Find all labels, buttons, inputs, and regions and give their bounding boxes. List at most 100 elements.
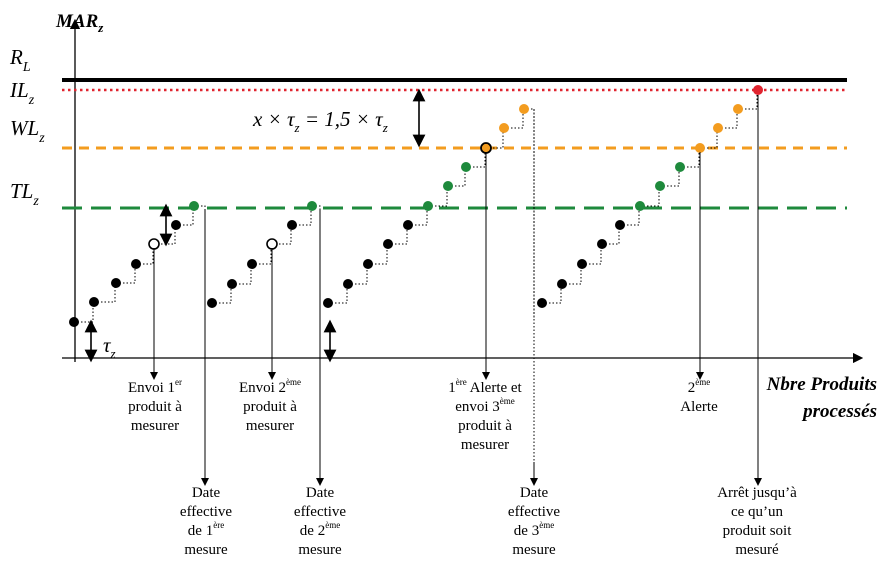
svg-text:2ème: 2ème xyxy=(688,377,711,396)
svg-text:produit à: produit à xyxy=(243,399,297,415)
wl-label: WLz xyxy=(10,116,45,146)
data-point xyxy=(323,298,333,308)
red-data-point xyxy=(753,85,763,95)
x-axis-title-line1: Nbre Produits xyxy=(766,374,877,395)
reset-connector xyxy=(194,205,206,321)
y-axis-title: MARz xyxy=(55,11,104,35)
stair-step-connector xyxy=(640,186,660,207)
orange-data-point xyxy=(713,123,723,133)
stair-step-connector xyxy=(582,244,602,265)
data-point xyxy=(383,239,393,249)
reset-connector xyxy=(524,108,535,320)
stair-step-connector xyxy=(272,225,292,245)
annotation-arret: Arrêt jusqu’à ce qu’un produit soit mesu… xyxy=(717,485,797,558)
stair-step-connector xyxy=(368,244,388,265)
stair-step-connector xyxy=(466,148,486,168)
stair-step-connector xyxy=(232,264,252,285)
green-data-point xyxy=(655,181,665,191)
stair-step-connector xyxy=(154,225,176,245)
stair-step-connector xyxy=(738,90,758,110)
green-data-point xyxy=(423,201,433,211)
data-point xyxy=(577,259,587,269)
stair-step-connector xyxy=(252,244,272,265)
svg-text:effective: effective xyxy=(508,504,561,520)
stair-step-connector xyxy=(212,284,232,304)
svg-text:Arrêt jusqu’à: Arrêt jusqu’à xyxy=(717,485,797,501)
svg-text:mesure: mesure xyxy=(298,542,342,558)
stair-step-connector xyxy=(74,302,94,323)
il-label: ILz xyxy=(9,78,35,108)
svg-text:mesure: mesure xyxy=(184,542,228,558)
svg-text:Date: Date xyxy=(306,485,335,501)
formula-label: x × τz = 1,5 × τz xyxy=(252,107,388,135)
data-point xyxy=(537,298,547,308)
green-data-point xyxy=(189,201,199,211)
orange-data-point xyxy=(695,143,705,153)
svg-text:1ère Alerte et: 1ère Alerte et xyxy=(448,377,522,396)
stair-step-connector xyxy=(428,186,448,207)
tl-label: TLz xyxy=(10,179,39,209)
svg-text:produit à: produit à xyxy=(128,399,182,415)
stair-step-connector xyxy=(292,206,312,226)
svg-text:mesuré: mesuré xyxy=(735,542,779,558)
stair-step-connector xyxy=(328,284,348,304)
stair-step-connector xyxy=(504,109,524,129)
data-point xyxy=(207,298,217,308)
data-point xyxy=(247,259,257,269)
data-point xyxy=(363,259,373,269)
data-point xyxy=(171,220,181,230)
green-data-point xyxy=(461,162,471,172)
data-point xyxy=(557,279,567,289)
svg-text:ce qu’un: ce qu’un xyxy=(731,504,784,520)
annotation-date-2: Date effective de 2ème mesure xyxy=(294,485,347,558)
stair-step-connector xyxy=(680,148,700,168)
data-point xyxy=(111,278,121,288)
rl-label: RL xyxy=(9,45,31,75)
stair-step-connector xyxy=(408,206,428,226)
green-data-point xyxy=(443,181,453,191)
stair-step-connector xyxy=(348,264,368,285)
green-data-point xyxy=(635,201,645,211)
svg-text:mesure: mesure xyxy=(512,542,556,558)
staircases xyxy=(69,85,763,327)
pointer-arrows xyxy=(150,95,762,486)
stair-step-connector xyxy=(718,109,738,129)
svg-text:Envoi 1er: Envoi 1er xyxy=(128,377,182,396)
stair-step-connector xyxy=(116,264,136,284)
data-point xyxy=(131,259,141,269)
stair-step-connector xyxy=(94,283,116,303)
stair-step-connector xyxy=(660,167,680,187)
orange-data-point xyxy=(733,104,743,114)
stair-step-connector xyxy=(620,206,640,226)
svg-text:envoi 3ème: envoi 3ème xyxy=(455,396,515,415)
annotation-alerte-1: 1ère Alerte et envoi 3ème produit à mesu… xyxy=(448,377,522,453)
svg-text:mesurer: mesurer xyxy=(131,418,179,434)
annotation-date-3: Date effective de 3ème mesure xyxy=(508,485,561,558)
tau-label: τz xyxy=(103,333,116,361)
data-point xyxy=(343,279,353,289)
svg-text:effective: effective xyxy=(294,504,347,520)
svg-text:mesurer: mesurer xyxy=(246,418,294,434)
x-axis-title-line2: processés xyxy=(801,401,877,422)
svg-text:de 3ème: de 3ème xyxy=(514,520,554,539)
svg-text:Date: Date xyxy=(520,485,549,501)
data-point xyxy=(597,239,607,249)
data-point xyxy=(615,220,625,230)
svg-text:de 2ème: de 2ème xyxy=(300,520,340,539)
svg-text:effective: effective xyxy=(180,504,233,520)
svg-text:Envoi 2ème: Envoi 2ème xyxy=(239,377,301,396)
annotation-alerte-2: 2ème Alerte xyxy=(680,377,718,415)
annotation-envoi-1: Envoi 1er produit à mesurer xyxy=(128,377,182,434)
orange-data-point xyxy=(519,104,529,114)
open-data-point xyxy=(266,238,278,250)
alert-data-point xyxy=(480,142,492,154)
annotation-date-1: Date effective de 1ère mesure xyxy=(180,485,233,558)
open-data-point xyxy=(148,238,160,250)
data-point xyxy=(287,220,297,230)
data-point xyxy=(403,220,413,230)
orange-data-point xyxy=(499,123,509,133)
svg-text:produit soit: produit soit xyxy=(723,523,793,539)
data-point xyxy=(69,317,79,327)
reset-connector xyxy=(312,205,321,320)
